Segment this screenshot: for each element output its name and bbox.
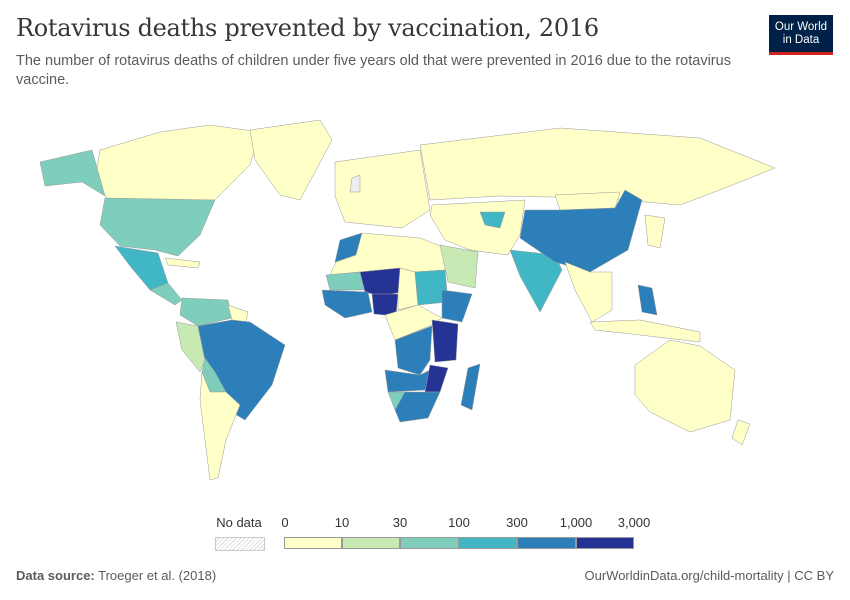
url-license[interactable]: OurWorldinData.org/child-mortality | CC … — [584, 568, 835, 583]
region-peru-ecuador[interactable] — [175, 321, 206, 373]
region-alaska[interactable] — [39, 149, 106, 197]
region-japan-korea[interactable] — [644, 214, 666, 249]
chart-subtitle: The number of rotavirus deaths of childr… — [16, 53, 731, 88]
legend-bin-0[interactable] — [284, 537, 342, 549]
logo-line-1: Our World — [774, 20, 828, 33]
region-southern-cone[interactable] — [199, 371, 241, 481]
legend-tick-3: 100 — [448, 515, 470, 530]
region-madagascar[interactable] — [460, 363, 481, 411]
region-new-zealand[interactable] — [731, 419, 751, 446]
region-china[interactable] — [519, 189, 643, 273]
legend-bin-5[interactable] — [576, 537, 634, 549]
region-angola-zambia[interactable] — [384, 369, 431, 393]
legend-bin-1[interactable] — [342, 537, 400, 549]
legend-tick-6: 3,000 — [617, 515, 651, 530]
legend-tick-0: 0 — [281, 515, 289, 530]
region-greenland[interactable] — [249, 119, 333, 201]
region-usa[interactable] — [99, 197, 216, 257]
region-ethiopia[interactable] — [441, 289, 473, 323]
chart-title: Rotavirus deaths prevented by vaccinatio… — [16, 14, 599, 42]
region-uk — [349, 174, 361, 193]
region-philippines[interactable] — [637, 284, 658, 316]
legend-bin-2[interactable] — [400, 537, 459, 549]
region-south-africa[interactable] — [394, 391, 441, 423]
region-saudi-arabia[interactable] — [439, 244, 479, 289]
legend-bin-4[interactable] — [517, 537, 576, 549]
region-afghanistan-pakistan[interactable] — [479, 211, 506, 229]
map-legend: No data 0 10 30 100 300 1,000 3,000 — [0, 515, 850, 555]
region-guianas[interactable] — [227, 304, 249, 323]
legend-tick-2: 30 — [392, 515, 408, 530]
legend-bin-3[interactable] — [459, 537, 517, 549]
legend-tick-5: 1,000 — [559, 515, 593, 530]
legend-tick-4: 300 — [506, 515, 528, 530]
world-map — [39, 119, 776, 481]
legend-no-data-label: No data — [216, 515, 262, 530]
region-caribbean[interactable] — [164, 257, 201, 269]
region-kenya-tanzania[interactable] — [431, 319, 459, 363]
legend-tick-1: 10 — [334, 515, 350, 530]
owid-logo[interactable]: Our World in Data — [769, 15, 833, 55]
data-source-value[interactable]: Troeger et al. (2018) — [98, 568, 217, 583]
region-chad[interactable] — [397, 267, 419, 311]
region-colombia-venezuela[interactable] — [179, 297, 233, 327]
region-drc[interactable] — [394, 325, 433, 376]
legend-no-data-swatch — [215, 537, 265, 551]
region-russia[interactable] — [419, 127, 776, 206]
region-canada[interactable] — [94, 124, 261, 206]
data-source-label: Data source: — [16, 568, 95, 583]
region-indonesia[interactable] — [589, 319, 701, 343]
region-mexico[interactable] — [114, 245, 169, 291]
region-mozambique[interactable] — [424, 364, 449, 393]
region-west-africa-coast[interactable] — [321, 289, 373, 319]
region-australia[interactable] — [634, 339, 736, 433]
logo-line-2: in Data — [782, 33, 820, 46]
region-southeast-asia[interactable] — [564, 261, 613, 323]
region-west-africa-sahel[interactable] — [325, 271, 366, 291]
region-europe[interactable] — [334, 149, 431, 229]
region-mongolia[interactable] — [554, 191, 621, 211]
data-source: Data source: Troeger et al. (2018) — [16, 568, 216, 583]
